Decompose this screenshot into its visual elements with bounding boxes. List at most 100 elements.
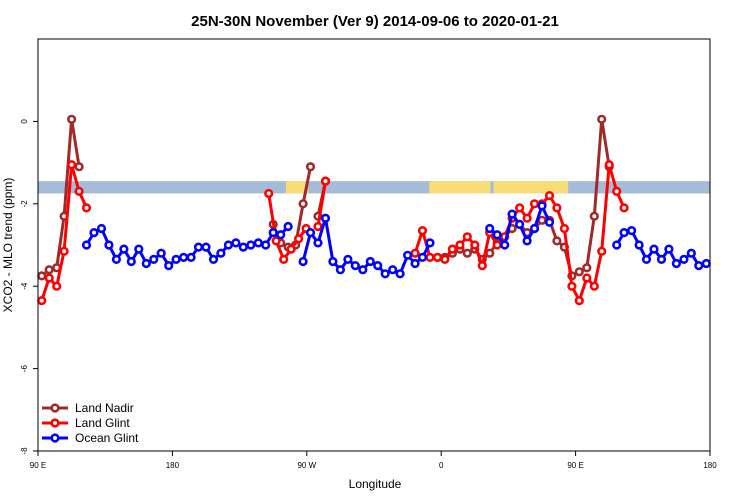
data-point-ocean-glint [492,230,502,240]
data-point-land-nadir [298,199,308,209]
data-point-ocean-glint [111,254,121,265]
data-point-ocean-glint [634,240,644,250]
x-axis-label: Longitude [349,477,402,491]
data-point-land-glint [492,240,502,250]
plot-frame [37,38,711,452]
data-point-ocean-glint [81,240,92,250]
data-point-ocean-glint [388,265,398,275]
data-point-ocean-glint [313,238,323,248]
data-point-ocean-glint [238,242,248,252]
x-tick-label: 0 [439,461,444,470]
data-point-land-glint [582,273,592,283]
data-point-land-glint [462,232,472,242]
data-point-land-glint [589,281,599,291]
data-point-ocean-glint [522,236,532,246]
data-point-ocean-glint [171,254,181,265]
series-land-nadir [37,114,614,281]
data-point-land-glint [59,246,69,256]
legend-label-ocean-glint: Ocean Glint [75,431,139,445]
data-point-land-glint [455,240,465,250]
data-point-ocean-glint [395,269,405,279]
y-axis: 0 -2 -4 -6 -8 [20,119,38,455]
data-point-ocean-glint [641,254,652,265]
data-point-land-glint [432,252,443,262]
data-point-ocean-glint [694,261,704,271]
data-point-land-nadir [537,215,547,225]
data-point-land-glint [529,199,540,209]
data-point-land-glint [522,213,532,223]
data-point-land-glint [271,236,281,246]
data-point-ocean-glint [686,248,696,258]
band-land-segment [493,181,569,194]
data-point-ocean-glint [619,228,629,238]
data-point-land-glint [294,234,304,244]
series-line-land-glint [316,180,327,227]
data-point-ocean-glint [164,261,174,271]
data-point-ocean-glint [298,256,308,267]
series-layer [37,114,711,306]
band-land-segment [429,181,491,194]
data-point-ocean-glint [216,248,226,258]
data-point-ocean-glint [410,258,420,269]
data-point-ocean-glint [149,254,159,265]
data-point-ocean-glint [373,261,383,271]
data-point-land-nadir [552,236,562,246]
data-point-ocean-glint [193,242,204,252]
data-point-ocean-glint [664,244,674,254]
data-point-ocean-glint [612,240,622,250]
data-point-land-glint [286,244,296,254]
data-point-land-nadir [66,114,77,124]
legend-marker-land-glint [50,418,60,428]
data-point-ocean-glint [283,221,293,232]
data-point-ocean-glint [253,238,263,248]
data-point-land-glint [37,296,47,306]
data-point-land-nadir [597,114,607,124]
data-point-land-glint [440,254,450,265]
data-point-land-nadir [305,162,316,172]
data-point-ocean-glint [223,240,233,250]
data-point-land-glint [313,221,323,232]
data-point-land-nadir [44,265,54,275]
data-point-ocean-glint [514,219,525,229]
data-point-ocean-glint [544,217,555,227]
data-point-land-glint [425,252,435,262]
legend-label-land-nadir: Land Nadir [75,401,134,415]
y-tick-label: -4 [20,282,29,290]
data-point-ocean-glint [500,240,510,250]
data-point-land-glint [567,281,577,291]
data-point-ocean-glint [261,240,271,250]
legend-marker-land-nadir [50,403,60,413]
x-tick-label: 90 E [567,461,583,470]
data-point-land-glint [410,248,420,258]
data-point-land-glint [81,203,92,213]
x-tick-label: 90 E [30,461,46,470]
data-point-land-glint [544,191,555,201]
data-point-ocean-glint [134,244,144,254]
data-point-ocean-glint [104,240,114,250]
x-tick-label: 90 W [297,461,316,470]
data-point-ocean-glint [485,223,495,234]
data-point-land-glint [417,226,428,236]
x-axis: 90 E 180 90 W 0 90 E 180 [30,451,717,470]
data-point-ocean-glint [328,256,338,267]
data-point-ocean-glint [119,244,129,254]
y-axis-label: XCO2 - MLO trend (ppm) [1,178,15,313]
data-point-land-glint [619,203,629,213]
data-point-land-glint [74,186,84,196]
data-point-land-glint [574,296,584,306]
y-tick-label: 0 [20,119,29,124]
data-point-ocean-glint [417,252,428,262]
data-point-ocean-glint [126,256,136,267]
data-point-ocean-glint [701,258,711,269]
data-point-land-glint [447,244,458,254]
data-point-ocean-glint [403,250,413,260]
data-point-land-nadir [485,248,495,258]
data-point-land-glint [66,160,77,170]
data-point-ocean-glint [335,265,346,275]
data-point-ocean-glint [350,261,360,271]
data-point-ocean-glint [358,265,368,275]
data-point-land-glint [552,203,562,213]
data-point-land-glint [604,160,614,170]
data-point-land-glint [470,240,480,250]
